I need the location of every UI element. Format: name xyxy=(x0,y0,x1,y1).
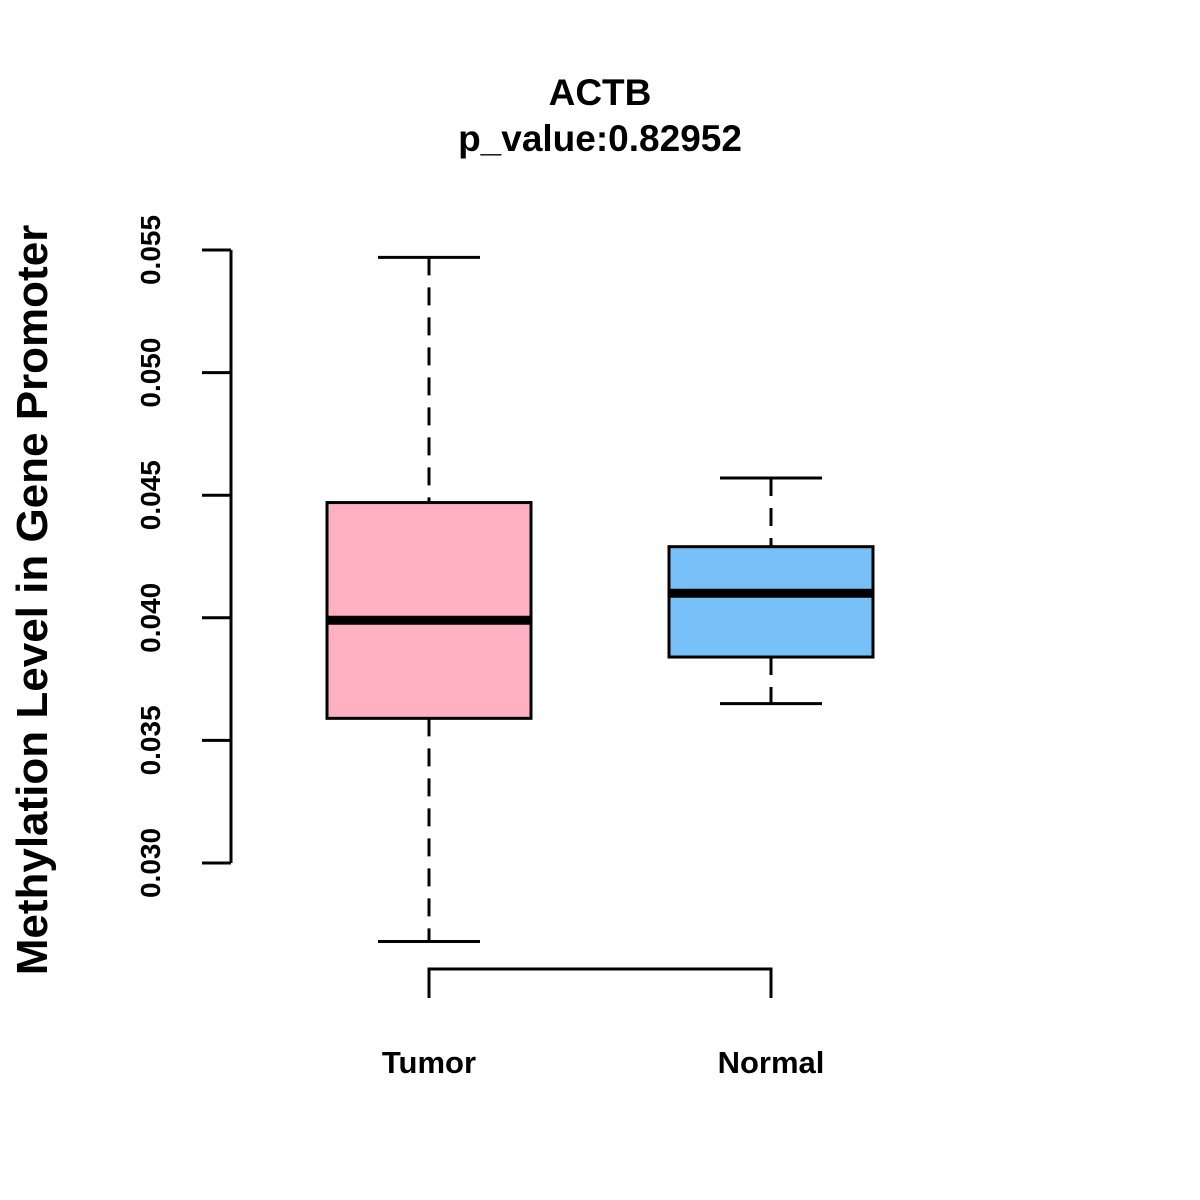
iqr-box xyxy=(325,501,533,720)
box-series xyxy=(325,255,875,943)
chart-subtitle: p_value:0.82952 xyxy=(458,118,742,159)
group-bracket xyxy=(427,967,773,998)
box-tumor xyxy=(325,255,533,943)
y-tick-label: 0.030 xyxy=(135,828,166,898)
y-axis-label: Methylation Level in Gene Promoter xyxy=(8,225,57,976)
y-tick-label: 0.050 xyxy=(135,338,166,408)
iqr-box xyxy=(667,545,875,659)
y-tick-label: 0.035 xyxy=(135,705,166,775)
x-axis-bracket xyxy=(427,967,773,998)
x-category-label-normal: Normal xyxy=(718,1045,825,1080)
y-tick-label: 0.045 xyxy=(135,460,166,530)
box-normal xyxy=(667,476,875,706)
y-tick-label: 0.055 xyxy=(135,215,166,285)
y-tick-label: 0.040 xyxy=(135,583,166,653)
chart-title: ACTB xyxy=(549,72,652,113)
x-axis-labels: Tumor Normal xyxy=(382,1045,824,1080)
y-axis: 0.030 0.035 0.040 0.045 0.050 0.055 xyxy=(135,215,233,898)
x-category-label-tumor: Tumor xyxy=(382,1045,476,1080)
